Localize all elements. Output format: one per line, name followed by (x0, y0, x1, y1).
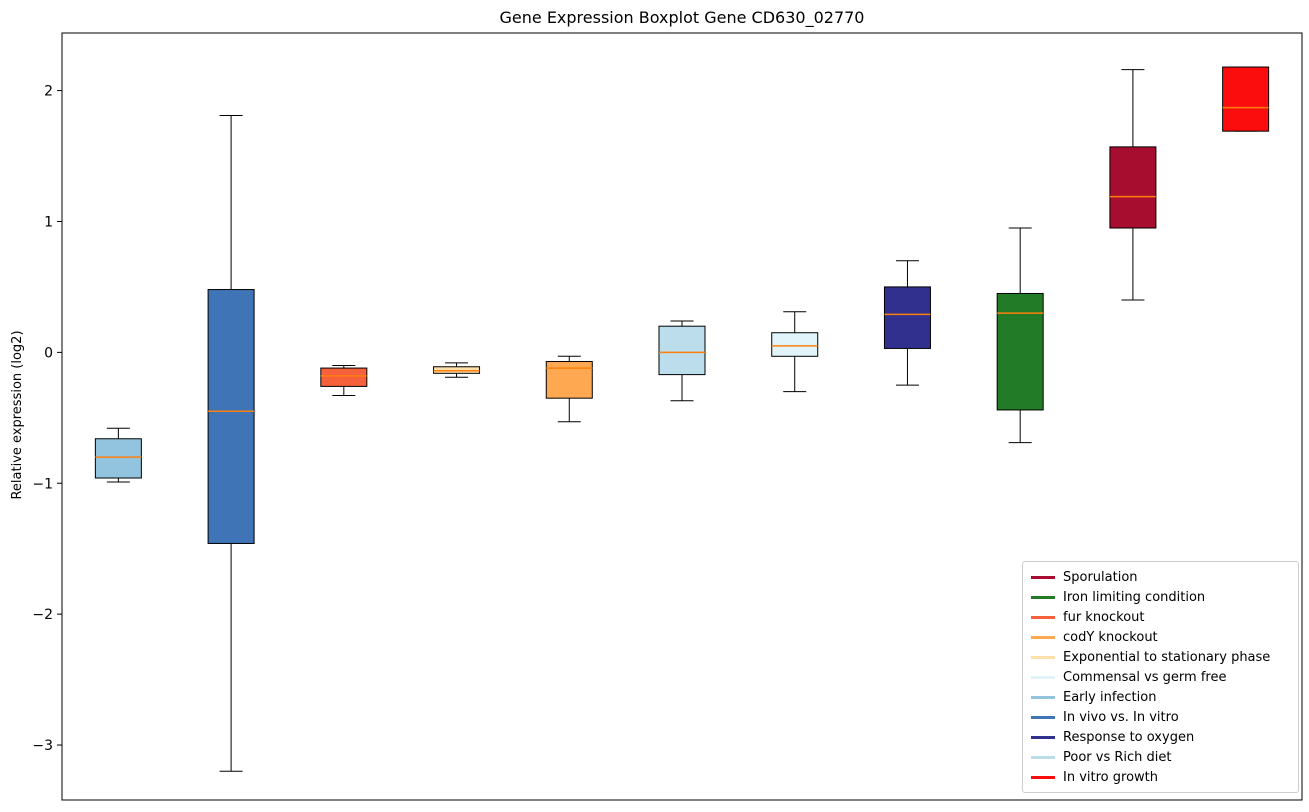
legend-swatch (1031, 575, 1055, 579)
legend-label: Commensal vs germ free (1063, 669, 1227, 685)
legend-swatch (1031, 695, 1055, 699)
legend-item: In vivo vs. In vitro (1031, 707, 1290, 727)
axes-frame (61, 32, 1303, 801)
box-rect (1109, 146, 1157, 229)
legend-item: fur knockout (1031, 607, 1290, 627)
legend-item: codY knockout (1031, 627, 1290, 647)
legend-item: Exponential to stationary phase (1031, 647, 1290, 667)
box-rect (320, 367, 368, 387)
legend-swatch (1031, 635, 1055, 639)
box-rect (996, 292, 1044, 411)
legend-swatch (1031, 775, 1055, 779)
boxplot-box (545, 355, 593, 423)
boxplot-box (320, 364, 368, 397)
boxplot-box (1109, 69, 1157, 301)
legend-swatch (1031, 615, 1055, 619)
boxplot-box (94, 427, 142, 483)
boxplot-box (771, 311, 819, 393)
boxplot-box (1222, 66, 1270, 132)
boxplot-box (658, 320, 706, 402)
legend-swatch (1031, 655, 1055, 659)
legend-item: Iron limiting condition (1031, 587, 1290, 607)
boxplot-box (207, 114, 255, 772)
y-tick-label: −1 (32, 476, 53, 492)
legend-item: Commensal vs germ free (1031, 667, 1290, 687)
legend-label: Exponential to stationary phase (1063, 649, 1271, 665)
legend-label: In vivo vs. In vitro (1063, 709, 1179, 725)
legend-label: Response to oxygen (1063, 729, 1195, 745)
chart-title: Gene Expression Boxplot Gene CD630_02770 (499, 8, 865, 27)
legend: Sporulation Iron limiting condition fur kn… (1022, 561, 1299, 793)
y-tick-label: 2 (44, 84, 53, 100)
legend-label: fur knockout (1063, 609, 1145, 625)
y-tick-label: −3 (32, 738, 53, 754)
boxplot-box (433, 362, 481, 378)
legend-swatch (1031, 595, 1055, 599)
legend-label: Iron limiting condition (1063, 589, 1206, 605)
box-rect (207, 289, 255, 544)
legend-label: Early infection (1063, 689, 1157, 705)
legend-label: Poor vs Rich diet (1063, 749, 1172, 765)
y-tick-label: −2 (32, 607, 53, 623)
legend-label: codY knockout (1063, 629, 1158, 645)
boxplot-box (883, 260, 931, 386)
legend-swatch (1031, 735, 1055, 739)
legend-item: Early infection (1031, 687, 1290, 707)
legend-label: In vitro growth (1063, 769, 1158, 785)
y-tick-label: 1 (44, 214, 53, 230)
legend-swatch (1031, 675, 1055, 679)
box-rect (883, 286, 931, 349)
legend-item: Poor vs Rich diet (1031, 747, 1290, 767)
legend-swatch (1031, 755, 1055, 759)
legend-item: Sporulation (1031, 567, 1290, 587)
legend-swatch (1031, 715, 1055, 719)
legend-item: In vitro growth (1031, 767, 1290, 787)
legend-item: Response to oxygen (1031, 727, 1290, 747)
box-rect (658, 325, 706, 376)
legend-label: Sporulation (1063, 569, 1138, 585)
y-tick-label: 0 (44, 345, 53, 361)
box-rect (1222, 66, 1270, 132)
boxplot-box (996, 227, 1044, 444)
box-rect (545, 361, 593, 399)
box-rect (94, 438, 142, 479)
box-rect (771, 332, 819, 357)
